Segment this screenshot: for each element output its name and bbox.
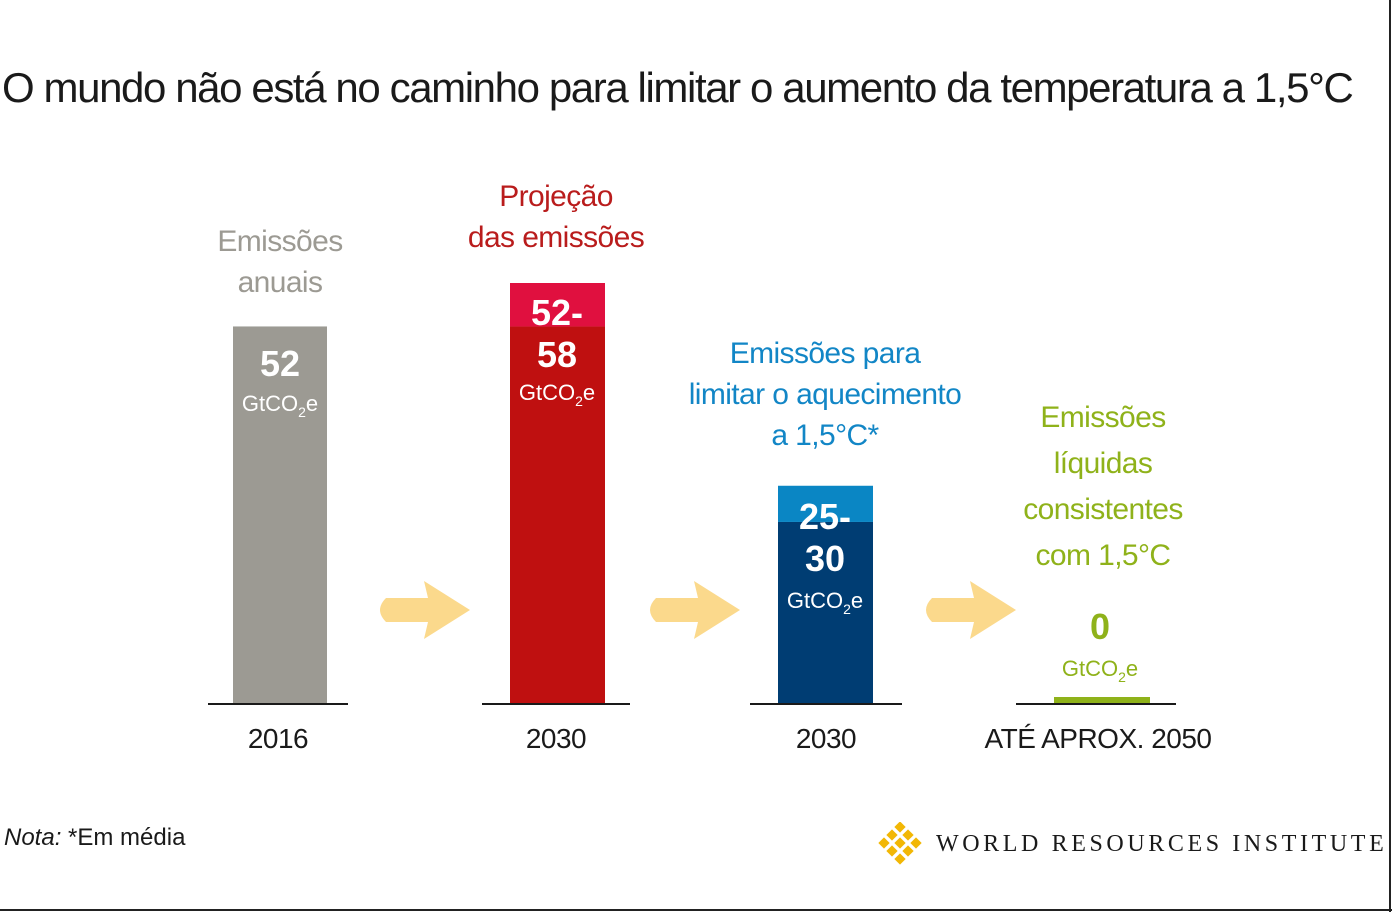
unit-label-2050: GtCO2e — [1061, 656, 1139, 685]
frame-border-right — [1389, 0, 1391, 912]
label-projected-emissions: Projeção das emissões — [467, 180, 645, 254]
label-limit-emissions: Emissões para limitar o aquecimento a 1,… — [688, 337, 962, 452]
value-label-2050: 0 — [1089, 606, 1111, 647]
unit-label-2030-limit: GtCO2e — [786, 588, 864, 617]
frame-border-bottom — [0, 909, 1392, 911]
unit-label-2030-projection: GtCO2e — [518, 380, 596, 409]
bar-2030-limit-range — [778, 485, 873, 522]
wri-logo: WORLD RESOURCES INSTITUTE — [876, 822, 1386, 868]
bar-2050-net-zero — [1054, 697, 1150, 703]
arrow-right-icon — [926, 581, 1016, 639]
value-label-2030-limit: 25- 30 — [798, 496, 852, 579]
bar-2030-projection-low — [510, 326, 605, 703]
wri-lattice-icon — [878, 822, 922, 865]
wri-logo-text: WORLD RESOURCES INSTITUTE — [936, 831, 1388, 857]
footnote-label: Nota: — [4, 824, 62, 851]
arrow-right-icon — [380, 581, 470, 639]
unit-label-2016: GtCO2e — [241, 391, 319, 420]
bar-2016-annual-emissions — [233, 326, 327, 703]
arrow-right-icon — [650, 581, 740, 639]
x-tick-label-2016: 2016 — [247, 723, 309, 754]
footnote-text: *Em média — [68, 824, 186, 851]
footnote: Nota: *Em média — [4, 824, 185, 852]
x-tick-label-2030-projection: 2030 — [525, 723, 587, 754]
value-label-2030-projection: 52- 58 — [530, 292, 584, 375]
chart-title: O mundo não está no caminho para limitar… — [2, 64, 1354, 111]
x-tick-label-2050: ATÉ APROX. 2050 — [984, 723, 1213, 754]
label-net-zero-emissions: Emissões líquidas consistentes com 1,5°C — [1023, 401, 1183, 572]
x-tick-label-2030-limit: 2030 — [795, 723, 857, 754]
bar-2030-limit-low — [778, 521, 873, 703]
label-annual-emissions: Emissões anuais — [217, 225, 343, 299]
bar-2030-projection-range — [510, 283, 605, 327]
value-label-2016: 52 — [259, 343, 301, 384]
